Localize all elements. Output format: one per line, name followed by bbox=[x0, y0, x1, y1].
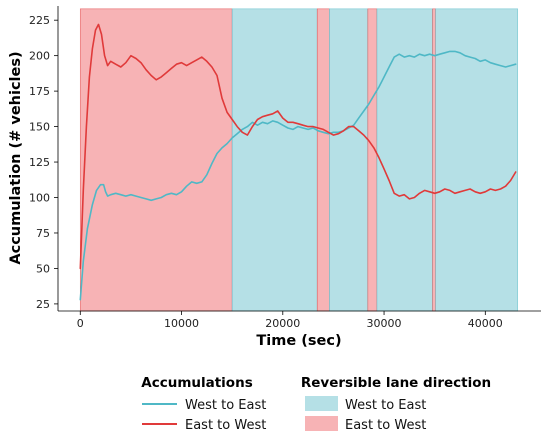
y-tick-label: 125 bbox=[29, 156, 50, 169]
y-tick-label: 200 bbox=[29, 50, 50, 63]
legend-title-accumulations: Accumulations bbox=[141, 375, 252, 391]
y-tick-label: 175 bbox=[29, 85, 50, 98]
legend-label-west-to-east-lane: West to East bbox=[345, 398, 426, 413]
x-axis-label: Time (sec) bbox=[256, 333, 341, 349]
lane-direction-bands bbox=[79, 8, 519, 312]
y-tick-label: 225 bbox=[29, 14, 50, 27]
legend-swatch-east-to-west-band bbox=[305, 416, 338, 431]
y-tick-label: 100 bbox=[29, 192, 50, 205]
series-line-east-to-west bbox=[79, 23, 517, 270]
y-tick-label: 50 bbox=[36, 262, 50, 275]
y-tick-label: 25 bbox=[36, 298, 50, 311]
legend-label-east-to-west-accumulation: East to West bbox=[185, 418, 266, 433]
band-west-to-east-1 bbox=[231, 8, 318, 312]
band-east-to-west-6 bbox=[432, 8, 436, 312]
band-east-to-west-0 bbox=[79, 8, 233, 312]
band-west-to-east-5 bbox=[376, 8, 433, 312]
y-axis-ticks: 25 50 75 100 125 150 175 200 225 bbox=[29, 14, 58, 311]
x-tick-label: 20000 bbox=[265, 317, 300, 330]
x-tick-label: 40000 bbox=[468, 317, 503, 330]
x-tick-label: 0 bbox=[77, 317, 84, 330]
legend-label-east-to-west-lane: East to West bbox=[345, 418, 426, 433]
series-line-west-to-east bbox=[79, 50, 517, 301]
x-tick-label: 10000 bbox=[164, 317, 199, 330]
band-west-to-east-7 bbox=[435, 8, 519, 312]
legend: Accumulations Reversible lane direction … bbox=[141, 375, 491, 433]
y-tick-label: 150 bbox=[29, 121, 50, 134]
band-east-to-west-4 bbox=[367, 8, 378, 312]
legend-swatch-west-to-east-band bbox=[305, 396, 338, 411]
x-tick-label: 30000 bbox=[367, 317, 402, 330]
series-lines bbox=[79, 23, 517, 301]
legend-label-west-to-east-accumulation: West to East bbox=[185, 398, 266, 413]
band-west-to-east-3 bbox=[329, 8, 369, 312]
x-axis-ticks: 0 10000 20000 30000 40000 bbox=[77, 311, 503, 330]
axes bbox=[57, 6, 541, 312]
y-tick-label: 75 bbox=[36, 227, 50, 240]
y-axis-label: Accumulation (# vehicles) bbox=[8, 51, 24, 264]
band-east-to-west-2 bbox=[316, 8, 330, 312]
legend-title-lane-direction: Reversible lane direction bbox=[301, 375, 491, 391]
